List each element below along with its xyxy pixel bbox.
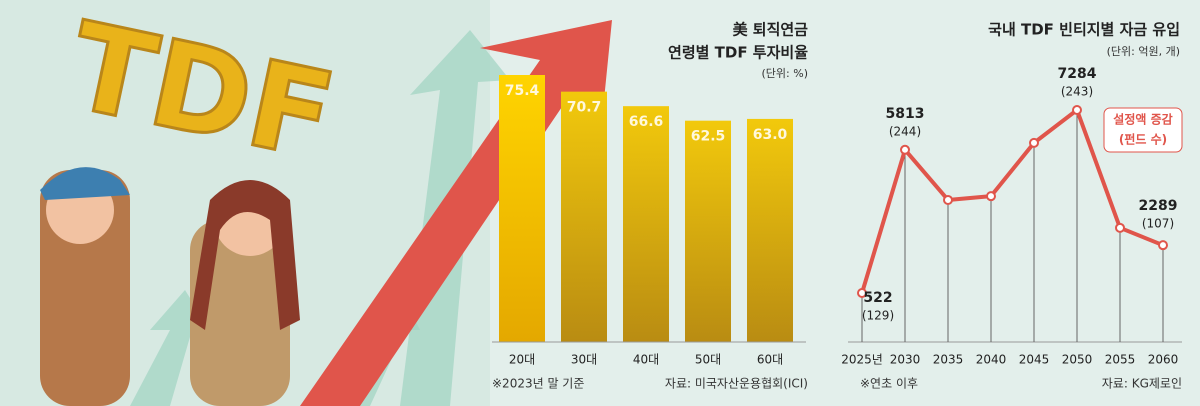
count-label: (244): [889, 125, 921, 139]
point: [986, 191, 996, 202]
x-tick-label: 30대: [571, 353, 597, 367]
x-tick-label: 2055: [1105, 353, 1136, 367]
x-tick-label: 2040: [976, 353, 1007, 367]
bar: [499, 75, 545, 342]
unit: (단위: 억원, 개): [1107, 45, 1180, 58]
point: [857, 288, 867, 298]
value-label: 75.4: [505, 83, 540, 99]
point: [1029, 137, 1039, 148]
x-tick-label: 2035: [933, 353, 964, 367]
chart-title: 美 퇴직연금: [733, 21, 809, 39]
unit: (단위: %): [762, 67, 808, 80]
point: [943, 194, 953, 205]
count-label: (107): [1142, 217, 1174, 231]
point: [900, 144, 910, 155]
x-tick-label: 40대: [633, 353, 659, 367]
value-label: 7284: [1058, 66, 1097, 82]
point: [1158, 240, 1168, 251]
value-label: 63.0: [753, 127, 788, 143]
source: 자료: KG제로인: [1102, 377, 1182, 391]
x-tick-label: 60대: [757, 353, 783, 367]
x-tick-label: 50대: [695, 353, 721, 367]
x-tick-label: 2030: [890, 353, 921, 367]
x-tick-label: 2045: [1019, 353, 1050, 367]
note: ※연초 이후: [860, 377, 918, 391]
x-tick-label: 2050: [1062, 353, 1093, 367]
line: [860, 108, 1164, 294]
bar: [747, 118, 793, 342]
value-label: 522: [863, 290, 892, 306]
value-label: 66.6: [629, 114, 664, 130]
point: [1115, 222, 1125, 233]
value-label: 70.7: [567, 100, 602, 116]
bar: [685, 120, 731, 342]
x-tick-label: 2025년: [841, 353, 883, 367]
chart-title: 국내 TDF 빈티지별 자금 유입: [988, 21, 1180, 39]
note: ※2023년 말 기준: [492, 377, 584, 391]
value-label: 62.5: [691, 129, 726, 145]
annotation: 설정액 증감: [1113, 112, 1172, 127]
bar: [561, 91, 607, 342]
value-label: 2289: [1139, 198, 1178, 214]
count-label: (129): [862, 309, 894, 323]
point: [1072, 105, 1082, 115]
bar: [623, 106, 669, 342]
x-tick-label: 20대: [509, 353, 535, 367]
count-label: (243): [1061, 85, 1093, 99]
annotation-box: [1103, 107, 1183, 153]
annotation: (펀드 수): [1119, 132, 1167, 147]
value-label: 5813: [886, 106, 925, 122]
chart-title: 연령별 TDF 투자비율: [668, 44, 808, 62]
x-tick-label: 2060: [1148, 353, 1179, 367]
source: 자료: 미국자산운용협회(ICI): [665, 377, 808, 391]
